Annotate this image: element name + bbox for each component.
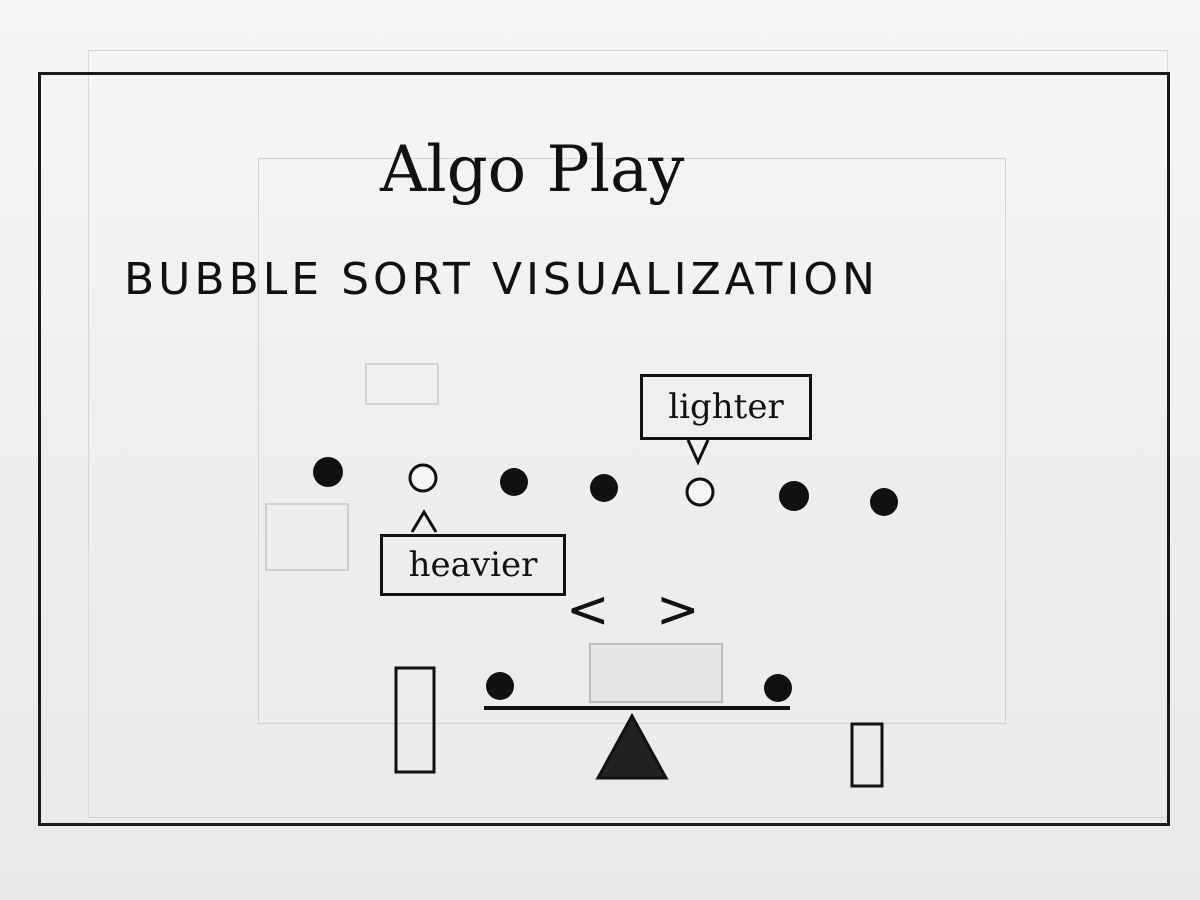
next-step-button[interactable]: > xyxy=(656,580,700,640)
heavier-callout: heavier xyxy=(380,534,566,596)
lighter-pointer xyxy=(686,439,710,466)
faint-ghost-box xyxy=(265,503,349,571)
array-ball-lighter[interactable] xyxy=(685,477,715,507)
array-ball-heavier[interactable] xyxy=(408,463,438,493)
page-subtitle: BUBBLE SORT VISUALIZATION xyxy=(124,254,879,305)
seesaw-left-ball xyxy=(486,672,514,700)
seesaw-fulcrum xyxy=(595,712,669,780)
heavier-pointer xyxy=(410,509,438,533)
array-ball[interactable] xyxy=(779,481,809,511)
lighter-label: lighter xyxy=(668,387,784,427)
array-ball[interactable] xyxy=(500,468,528,496)
array-ball[interactable] xyxy=(313,457,343,487)
left-weight-bar xyxy=(394,666,436,774)
faint-ghost-box xyxy=(589,643,723,703)
app-title: Algo Play xyxy=(380,133,685,207)
lighter-callout: lighter xyxy=(640,374,812,440)
seesaw-right-ball xyxy=(764,674,792,702)
right-weight-bar xyxy=(850,722,884,788)
faint-ghost-box xyxy=(365,363,439,405)
heavier-label: heavier xyxy=(408,545,538,585)
app-frame xyxy=(38,72,1170,826)
previous-step-button[interactable]: < xyxy=(566,580,610,640)
array-ball[interactable] xyxy=(590,474,618,502)
array-ball[interactable] xyxy=(870,488,898,516)
